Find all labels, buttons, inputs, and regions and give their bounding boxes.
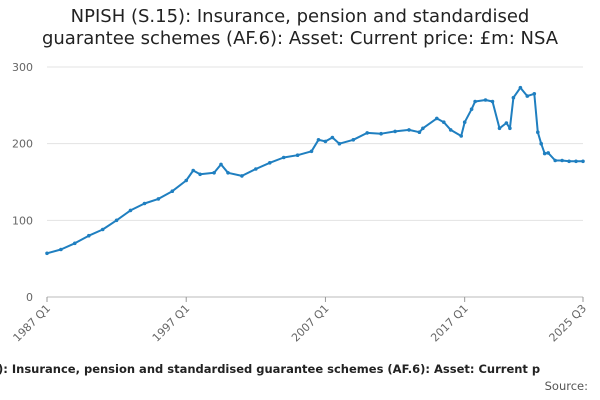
data-point-38[interactable] [469,107,474,111]
chart-title-line-1: NPISH (S.15): Insurance, pension and sta… [70,6,530,27]
data-point-19[interactable] [281,155,286,160]
data-point-47[interactable] [525,94,530,98]
data-point-32[interactable] [421,126,425,131]
data-point-20[interactable] [295,153,300,157]
data-point-36[interactable] [459,134,464,138]
series-group [45,85,585,256]
data-point-49[interactable] [536,130,540,134]
data-point-14[interactable] [219,162,223,167]
data-point-31[interactable] [417,130,422,134]
data-point-37[interactable] [462,120,467,124]
data-point-6[interactable] [128,208,133,213]
data-point-41[interactable] [490,99,495,104]
data-point-4[interactable] [100,227,105,232]
series-line [46,86,583,255]
data-point-3[interactable] [87,233,91,238]
y-axis-ticks: 0 100 200 300 [12,61,33,304]
data-point-13[interactable] [212,171,216,175]
data-point-9[interactable] [170,189,175,193]
data-point-34[interactable] [442,120,446,124]
data-point-23[interactable] [323,139,328,144]
data-point-15[interactable] [226,171,230,175]
data-point-51[interactable] [542,151,547,156]
x-tick-label-2: 2007 Q1 [289,302,332,345]
data-point-8[interactable] [156,197,161,201]
data-point-50[interactable] [539,141,543,146]
data-point-12[interactable] [198,172,202,177]
x-tick-label-0: 1987 Q1 [11,302,54,345]
data-point-39[interactable] [473,99,477,104]
chart-title-line-2: guarantee schemes (AF.6): Asset: Current… [41,28,559,49]
data-point-43[interactable] [504,121,509,125]
data-point-21[interactable] [309,149,314,154]
data-point-35[interactable] [448,128,453,132]
data-point-28[interactable] [379,131,383,136]
data-point-33[interactable] [435,116,439,121]
data-point-26[interactable] [351,138,356,142]
data-point-55[interactable] [567,159,571,164]
data-point-48[interactable] [532,92,537,96]
data-point-53[interactable] [553,158,557,163]
data-point-40[interactable] [483,98,488,102]
x-tick-label-1: 1997 Q1 [150,302,193,345]
x-axis: 1987 Q1 1997 Q1 2007 Q1 2017 Q1 2025 Q3 [11,297,590,345]
data-point-54[interactable] [560,158,564,163]
x-tick-label-3: 2017 Q1 [428,302,471,345]
data-point-22[interactable] [316,138,321,142]
data-point-10[interactable] [184,178,188,183]
source-label: Source: [544,379,588,393]
data-point-11[interactable] [191,168,195,173]
data-point-18[interactable] [268,161,272,165]
y-tick-label-0: 0 [26,291,33,304]
data-point-44[interactable] [508,126,512,131]
data-point-17[interactable] [254,167,258,171]
data-point-24[interactable] [330,135,335,140]
data-point-7[interactable] [142,201,147,206]
data-point-45[interactable] [511,95,516,100]
data-point-52[interactable] [546,151,550,155]
y-tick-label-2: 200 [12,138,33,151]
data-point-25[interactable] [337,141,342,146]
chart-title: NPISH (S.15): Insurance, pension and sta… [0,6,600,50]
data-point-1[interactable] [59,247,63,252]
data-point-5[interactable] [114,218,119,223]
y-tick-label-3: 300 [12,61,33,74]
data-point-29[interactable] [393,129,397,134]
data-point-30[interactable] [407,128,411,132]
data-point-56[interactable] [574,159,578,164]
legend-entry: 5): Insurance, pension and standardised … [0,362,541,376]
data-point-16[interactable] [240,174,244,178]
data-point-0[interactable] [45,251,49,256]
data-point-2[interactable] [73,241,77,246]
data-point-57[interactable] [581,159,585,164]
grid-lines [47,66,583,298]
data-point-46[interactable] [518,85,523,90]
x-tick-label-4: 2025 Q3 [547,302,590,345]
data-point-27[interactable] [365,131,370,135]
data-point-42[interactable] [497,126,502,131]
y-tick-label-1: 100 [12,214,33,227]
